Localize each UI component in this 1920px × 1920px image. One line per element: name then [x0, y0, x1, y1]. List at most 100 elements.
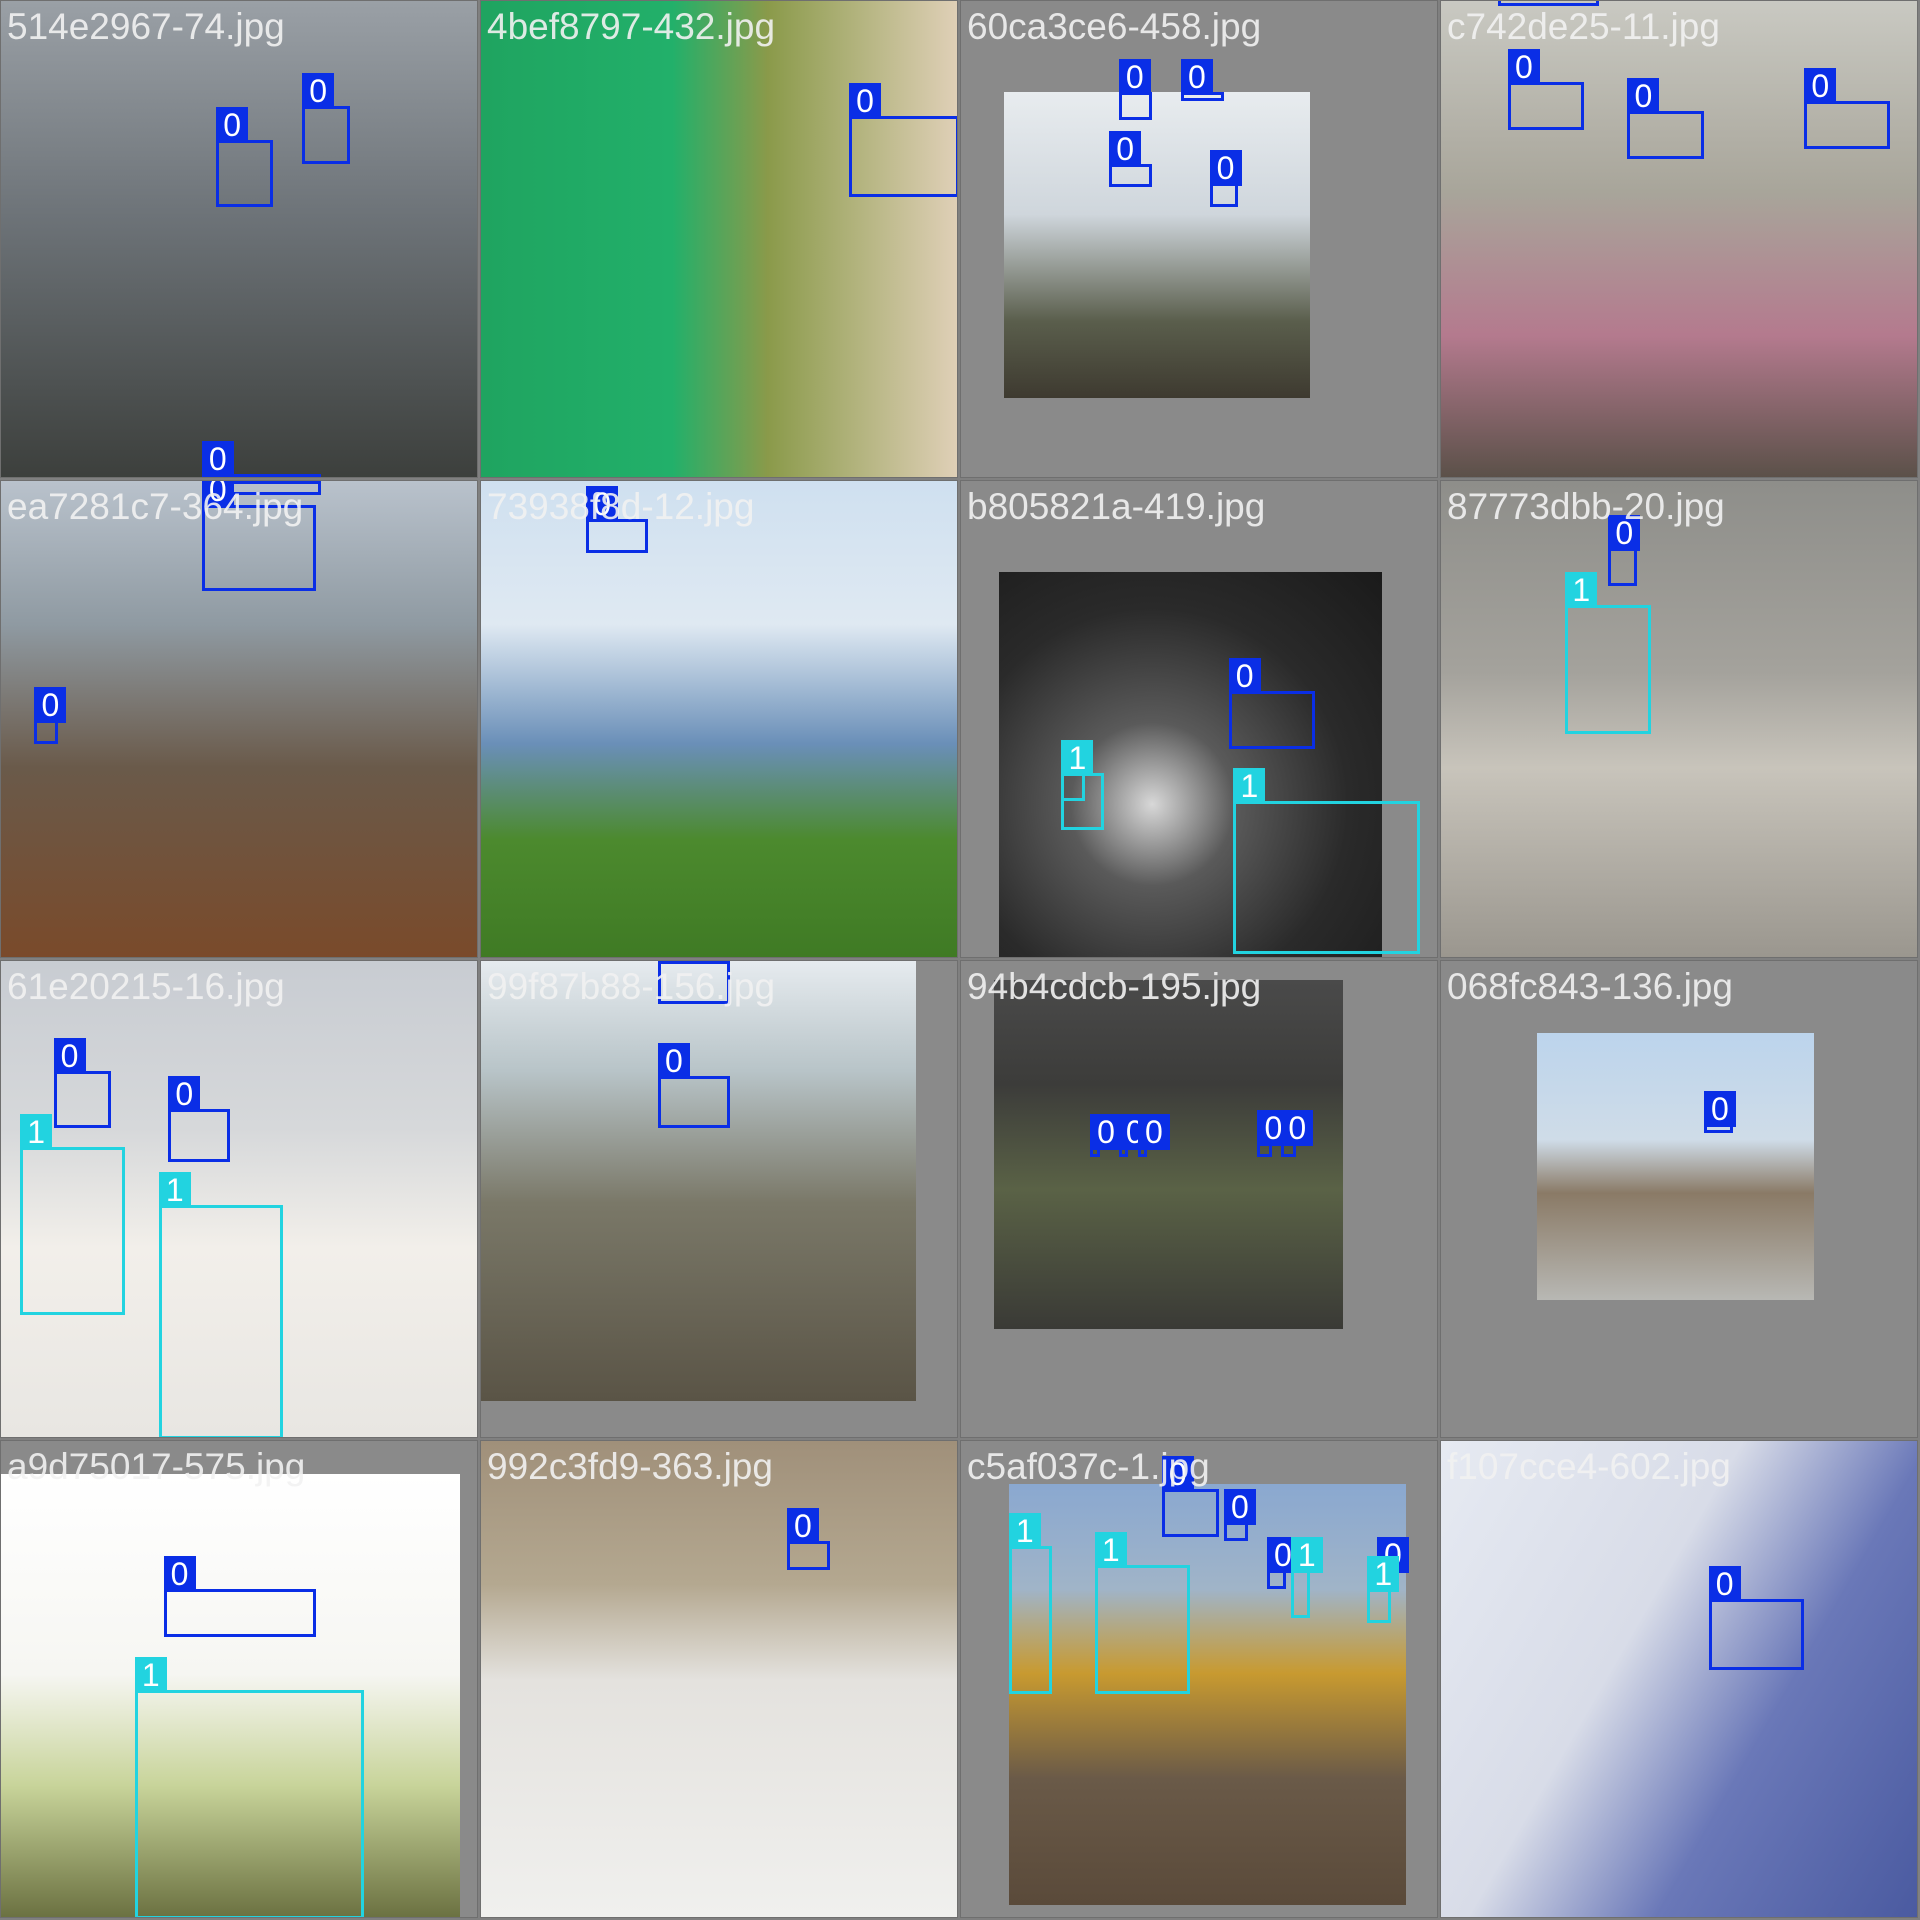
helmet-detection-box: 0: [1281, 1109, 1314, 1157]
helmet-detection-box: 0: [1223, 1489, 1256, 1542]
image-tile: 0 0 0 0 60ca3ce6-458.jpg: [960, 0, 1438, 478]
class-label: 1: [1565, 572, 1598, 609]
filename-label: 87773dbb-20.jpg: [1447, 486, 1725, 527]
class-label: 0: [1708, 1565, 1741, 1602]
filename-label: f107cce4-602.jpg: [1447, 1446, 1731, 1487]
class-label: 0: [1118, 58, 1151, 95]
class-label: 0: [1161, 1455, 1194, 1492]
image-tile: 0 068fc843-136.jpg: [1440, 960, 1918, 1438]
photo-region: [481, 481, 957, 957]
helmet-detection-box: 0: [168, 1076, 231, 1162]
helmet-detection-box: 0: [201, 481, 317, 591]
helmet-detection-box: 0: [657, 961, 730, 1005]
vest-detection-box: 1: [1367, 1556, 1400, 1623]
class-label: 0: [1137, 1114, 1170, 1151]
image-tile: 0000c742de25-11.jpg: [1440, 0, 1918, 478]
vest-detection-box: 1: [1094, 1532, 1191, 1695]
helmet-detection-box: 0: [34, 687, 67, 744]
photo-region: [1, 1474, 460, 1917]
image-tile: 0 0 1 1 61e20215-16.jpg: [0, 960, 478, 1438]
class-label: 0: [201, 481, 234, 508]
class-label: 0: [849, 82, 882, 119]
class-label: 0: [201, 441, 234, 477]
class-label: 0: [1804, 68, 1837, 105]
class-label: 1: [20, 1114, 53, 1151]
filename-label: 99f87b88-156.jpg: [487, 966, 776, 1007]
helmet-detection-box: 0: [786, 1508, 830, 1571]
filename-label: 068fc843-136.jpg: [1447, 966, 1733, 1007]
image-tile: 0 73938f8d-12.jpg: [480, 480, 958, 958]
helmet-detection-box: 0: [586, 486, 649, 553]
helmet-detection-box: 0: [1498, 1, 1599, 6]
class-label: 1: [1233, 768, 1266, 805]
helmet-detection-box: 0: [1118, 1114, 1151, 1157]
helmet-detection-box: 0: [1209, 149, 1242, 207]
helmet-detection-box: 0: [1161, 1455, 1220, 1537]
vest-detection-box: 1: [20, 1114, 126, 1315]
image-tile: 0 4bef8797-432.jpg: [480, 0, 958, 478]
class-label: 1: [1094, 1532, 1127, 1569]
helmet-detection-box: 0: [1266, 1537, 1299, 1590]
helmet-detection-box: 0: [1109, 130, 1153, 188]
class-label: 0: [1608, 514, 1641, 551]
class-label: 0: [1223, 1489, 1256, 1526]
photo-region: [1536, 1032, 1814, 1301]
class-label: 0: [657, 1042, 690, 1079]
image-tile: 0 f107cce4-602.jpg: [1440, 1440, 1918, 1918]
helmet-detection-box: 0: [1708, 1565, 1805, 1671]
class-label: 1: [134, 1656, 167, 1693]
filename-label: 60ca3ce6-458.jpg: [967, 6, 1262, 47]
helmet-detection-box: 0: [1090, 1114, 1123, 1157]
image-tile: 0 0 0 0 0 94b4cdcb-195.jpg: [960, 960, 1438, 1438]
photo-region: [481, 961, 916, 1401]
image-tile: 0 0 99f87b88-156.jpg: [480, 960, 958, 1438]
photo-region: [1004, 91, 1310, 398]
photo-region: [1, 481, 477, 957]
photo-region: [481, 1, 957, 477]
filename-label: 514e2967-74.jpg: [7, 6, 285, 47]
filename-label: a9d75017-575.jpg: [7, 1446, 306, 1487]
image-tile: 0 0 0 514e2967-74.jpg: [0, 0, 478, 478]
image-tile: 0 1 87773dbb-20.jpg: [1440, 480, 1918, 958]
image-tile: 000ea7281c7-364.jpg: [0, 480, 478, 958]
helmet-detection-box: 0: [1118, 58, 1153, 121]
class-label: 0: [53, 1037, 86, 1074]
helmet-detection-box: 0: [1608, 514, 1641, 587]
filename-label: c5af037c-1.jpg: [967, 1446, 1210, 1487]
helmet-detection-box: 0: [1703, 1090, 1736, 1134]
vest-detection-box: 1: [1061, 739, 1105, 830]
class-label: 1: [158, 1171, 191, 1208]
vest-detection-box: 1: [1290, 1537, 1323, 1618]
class-label: 0: [302, 73, 335, 110]
class-label: 0: [1180, 58, 1213, 95]
filename-label: 61e20215-16.jpg: [7, 966, 285, 1007]
class-label: 1: [1008, 1513, 1041, 1550]
helmet-detection-box: 0: [1507, 49, 1585, 131]
photo-region: [1441, 1441, 1917, 1917]
class-label: 0: [34, 687, 67, 723]
vest-detection-box: 1: [1565, 572, 1652, 735]
class-label: 0: [1090, 1114, 1123, 1151]
class-label: 0: [1109, 130, 1142, 167]
helmet-detection-box: 0: [849, 82, 957, 197]
helmet-detection-box: 0: [657, 1042, 730, 1129]
filename-label: 94b4cdcb-195.jpg: [967, 966, 1262, 1007]
image-tile: 0 1 a9d75017-575.jpg: [0, 1440, 478, 1918]
helmet-detection-box: 0: [302, 73, 350, 164]
vest-detection-box: 1: [158, 1171, 283, 1437]
helmet-detection-box: 0: [1228, 658, 1315, 749]
helmet-detection-box: 0: [1627, 77, 1704, 159]
photo-region: [1, 1, 477, 477]
image-tile: 0111b805821a-419.jpg: [960, 480, 1438, 958]
filename-label: 992c3fd9-363.jpg: [487, 1446, 773, 1487]
class-label: 0: [163, 1556, 196, 1593]
filename-label: 4bef8797-432.jpg: [487, 6, 776, 47]
class-label: 0: [657, 961, 690, 964]
vest-detection-box: 1: [1008, 1513, 1052, 1695]
class-label: 0: [168, 1076, 201, 1113]
class-label: 0: [1209, 149, 1242, 186]
vest-detection-box: 1: [1233, 768, 1420, 955]
helmet-detection-box: 0: [201, 441, 322, 477]
class-label: 1: [1367, 1556, 1400, 1593]
